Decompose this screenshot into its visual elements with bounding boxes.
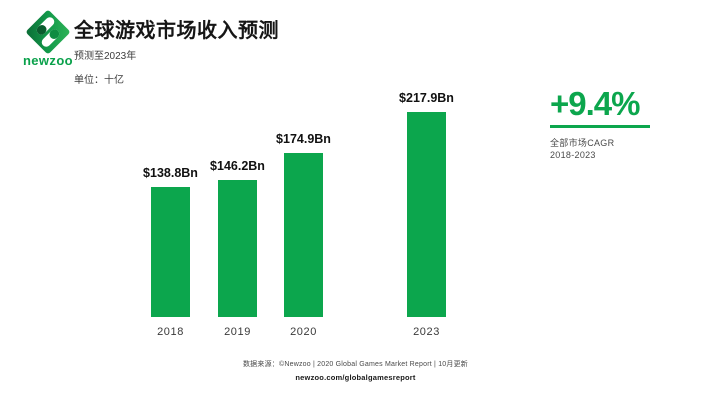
- bar-value-label: $138.8Bn: [143, 165, 198, 180]
- newzoo-diamond-icon: [26, 10, 70, 54]
- cagr-underline: [550, 124, 650, 128]
- bar-2019: $146.2Bn 2019: [210, 159, 265, 338]
- newzoo-logo: newzoo: [22, 9, 74, 68]
- cagr-label: 全部市场CAGR: [550, 137, 615, 148]
- bar-2018: $138.8Bn 2018: [143, 166, 198, 338]
- bar-category-label: 2020: [290, 326, 317, 338]
- page-subtitle: 预测至2023年: [74, 51, 137, 62]
- bar-2020: $174.9Bn 2020: [276, 132, 331, 338]
- cagr-value: +9.4%: [550, 85, 641, 122]
- cagr-callout: +9.4% 全部市场CAGR 2018-2023: [550, 85, 670, 160]
- bar-value-label: $146.2Bn: [210, 158, 265, 173]
- bar-value-label: $217.9Bn: [399, 91, 454, 106]
- bar-category-label: 2023: [413, 326, 440, 338]
- unit-label: 单位：十亿: [74, 75, 124, 86]
- newzoo-logo-text: newzoo: [22, 53, 74, 68]
- source-attribution: 数据来源：©Newzoo | 2020 Global Games Market …: [242, 361, 468, 368]
- page-title: 全球游戏市场收入预测: [74, 20, 279, 42]
- footer: 数据来源：©Newzoo | 2020 Global Games Market …: [0, 359, 711, 382]
- site-url: newzoo.com/globalgamesreport: [295, 373, 416, 382]
- bar-category-label: 2019: [224, 326, 251, 338]
- header-titles: 全球游戏市场收入预测 预测至2023年 单位：十亿: [74, 19, 279, 86]
- cagr-range: 2018-2023: [550, 149, 596, 160]
- bar-value-label: $174.9Bn: [276, 131, 331, 146]
- bar-2023: $217.9Bn 2023: [399, 91, 454, 338]
- bar-category-label: 2018: [157, 326, 184, 338]
